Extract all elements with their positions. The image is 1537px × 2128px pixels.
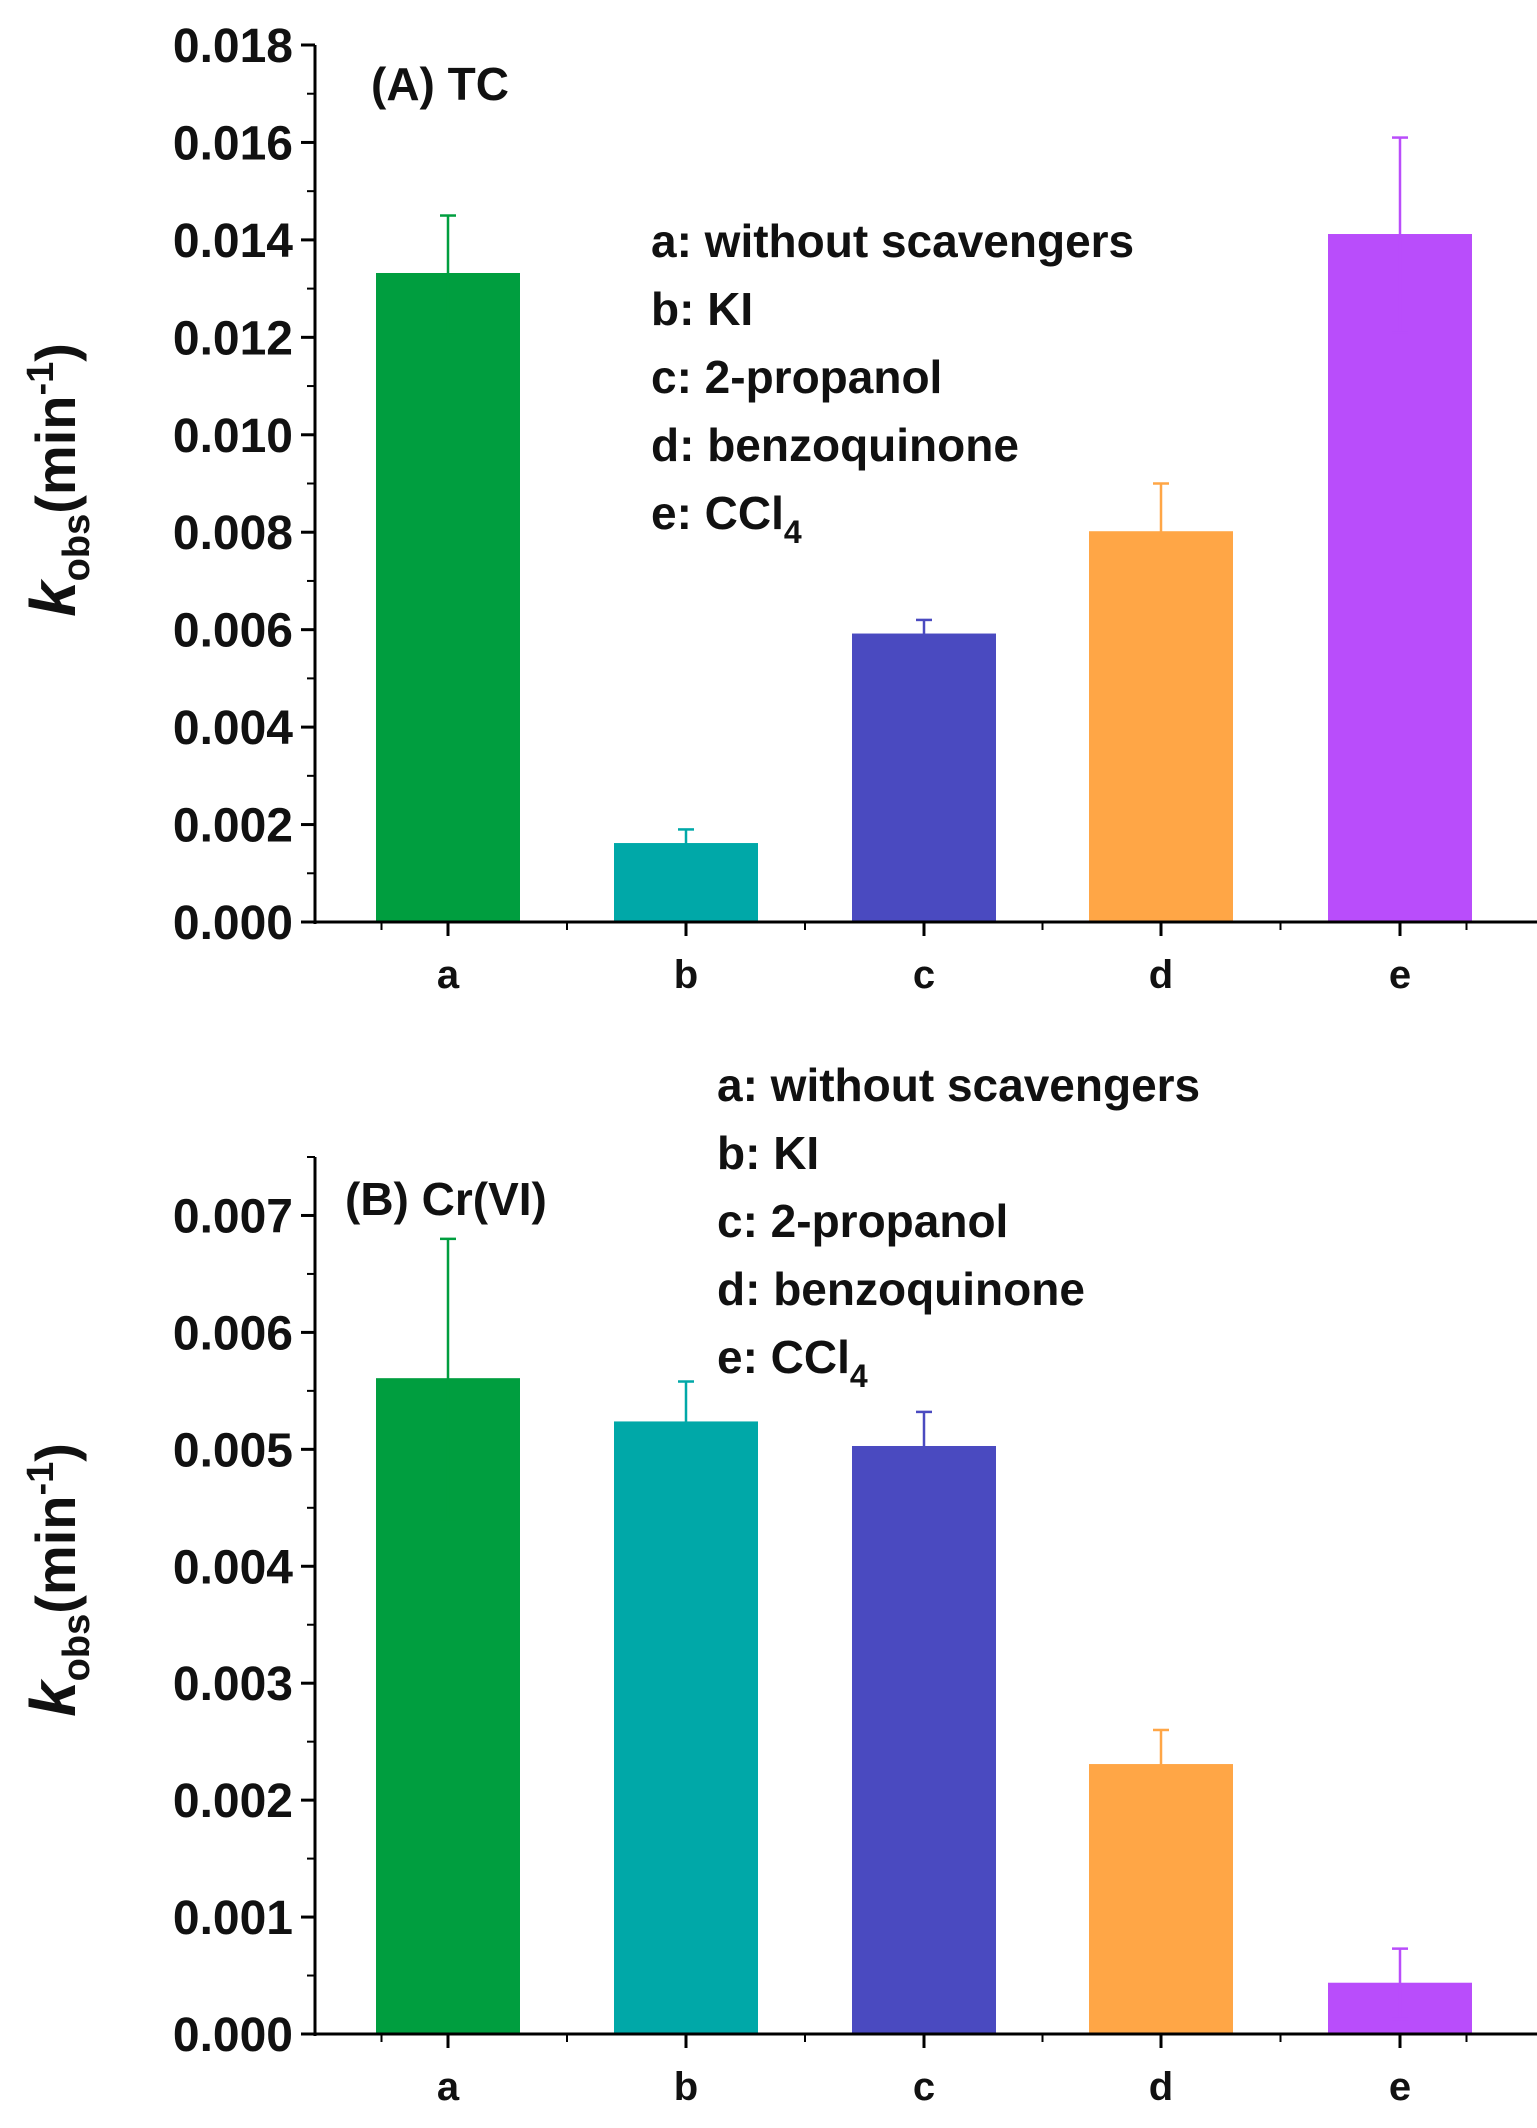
panel-label: (A) TC bbox=[371, 58, 509, 110]
bar-e bbox=[1328, 234, 1472, 923]
y-axis-label-k: k bbox=[17, 1678, 89, 1717]
y-tick-label: 0.007 bbox=[173, 1190, 293, 1243]
legend-subscript: 4 bbox=[784, 514, 802, 550]
y-tick-label: 0.002 bbox=[173, 800, 293, 853]
y-tick-label: 0.004 bbox=[173, 702, 293, 755]
panel-b: 0.000 0.001 0.002 0.003 0.004 0.005 0.006 0.007… bbox=[17, 1059, 1537, 2109]
legend-entry-c: c: 2-propanol bbox=[651, 351, 942, 403]
y-tick-label: 0.001 bbox=[173, 1892, 293, 1945]
x-tick-label: a bbox=[437, 2065, 460, 2109]
y-axis-label: kobs(min-1) bbox=[17, 343, 98, 617]
error-bar-d bbox=[1153, 482, 1169, 583]
y-tick-label: 0.012 bbox=[173, 312, 293, 365]
panel-label: (B) Cr(VI) bbox=[345, 1173, 547, 1225]
y-axis-label-k: k bbox=[17, 578, 89, 617]
y-axis-label-subscript: obs bbox=[56, 1614, 98, 1682]
panel-a: 0.000 0.002 0.004 0.006 0.008 0.010 0.012 0.014… bbox=[17, 20, 1537, 997]
error-bar-b bbox=[678, 1380, 694, 1465]
bar-a bbox=[376, 272, 520, 923]
legend: a: without scavengers b: KI c: 2-propanol d… bbox=[651, 215, 1134, 550]
bar-c bbox=[852, 1445, 996, 2035]
legend: a: without scavengers b: KI c: 2-propanol d… bbox=[717, 1059, 1200, 1394]
y-tick-label: 0.008 bbox=[173, 507, 293, 560]
error-bar-e bbox=[1392, 1947, 1408, 2021]
y-axis-label-close: ) bbox=[24, 1443, 87, 1462]
legend-entry-d: d: benzoquinone bbox=[717, 1263, 1085, 1315]
legend-entry-d: d: benzoquinone bbox=[651, 419, 1019, 471]
x-tick-label: b bbox=[674, 953, 698, 997]
x-tick-label: d bbox=[1149, 2065, 1173, 2109]
y-tick-label: 0.016 bbox=[173, 117, 293, 170]
y-tick-label: 0.000 bbox=[173, 2009, 293, 2062]
legend-subscript: 4 bbox=[850, 1358, 868, 1394]
legend-entry-b: b: KI bbox=[651, 283, 753, 335]
legend-entry-e: e: CCl4 bbox=[717, 1331, 868, 1394]
bar-d bbox=[1089, 1764, 1233, 2035]
y-tick-label: 0.010 bbox=[173, 410, 293, 463]
y-axis-label-unit: (min bbox=[24, 1496, 87, 1614]
y-tick-label: 0.004 bbox=[173, 1541, 293, 1594]
y-axis-label-subscript: obs bbox=[56, 514, 98, 582]
x-tick-label: e bbox=[1389, 2065, 1411, 2109]
x-tick-label: c bbox=[913, 953, 935, 997]
bar-d bbox=[1089, 531, 1233, 923]
y-tick-label: 0.018 bbox=[173, 20, 293, 73]
x-tick-label: a bbox=[437, 953, 460, 997]
error-bar-a bbox=[440, 214, 456, 334]
legend-entry-a: a: without scavengers bbox=[651, 215, 1134, 267]
y-tick-label: 0.006 bbox=[173, 1307, 293, 1360]
y-tick-label: 0.000 bbox=[173, 897, 293, 950]
x-tick-label: b bbox=[674, 2065, 698, 2109]
x-tick-label: c bbox=[913, 2065, 935, 2109]
y-axis-label-unit: (min bbox=[24, 396, 87, 514]
error-bar-c bbox=[916, 1410, 932, 1484]
y-axis-label-superscript: -1 bbox=[20, 362, 62, 396]
y-tick-label: 0.005 bbox=[173, 1424, 293, 1477]
error-bar-a bbox=[440, 1237, 456, 1521]
error-bar-e bbox=[1392, 136, 1408, 334]
legend-entry-e: e: CCl4 bbox=[651, 487, 802, 550]
y-axis-label-close: ) bbox=[24, 343, 87, 362]
error-bar-d bbox=[1153, 1728, 1169, 1802]
y-tick-label: 0.003 bbox=[173, 1658, 293, 1711]
error-bar-c bbox=[916, 618, 932, 651]
bar-b bbox=[614, 1421, 758, 2036]
error-bar-b bbox=[678, 828, 694, 860]
x-tick-label: e bbox=[1389, 953, 1411, 997]
bar-c bbox=[852, 633, 996, 923]
y-axis-label: kobs(min-1) bbox=[17, 1443, 98, 1717]
legend-entry-b: b: KI bbox=[717, 1127, 819, 1179]
y-tick-label: 0.014 bbox=[173, 215, 293, 268]
legend-entry-c: c: 2-propanol bbox=[717, 1195, 1008, 1247]
y-axis-label-superscript: -1 bbox=[20, 1462, 62, 1496]
y-tick-label: 0.002 bbox=[173, 1775, 293, 1828]
y-tick-label: 0.006 bbox=[173, 605, 293, 658]
legend-entry-a: a: without scavengers bbox=[717, 1059, 1200, 1111]
x-tick-label: d bbox=[1149, 953, 1173, 997]
